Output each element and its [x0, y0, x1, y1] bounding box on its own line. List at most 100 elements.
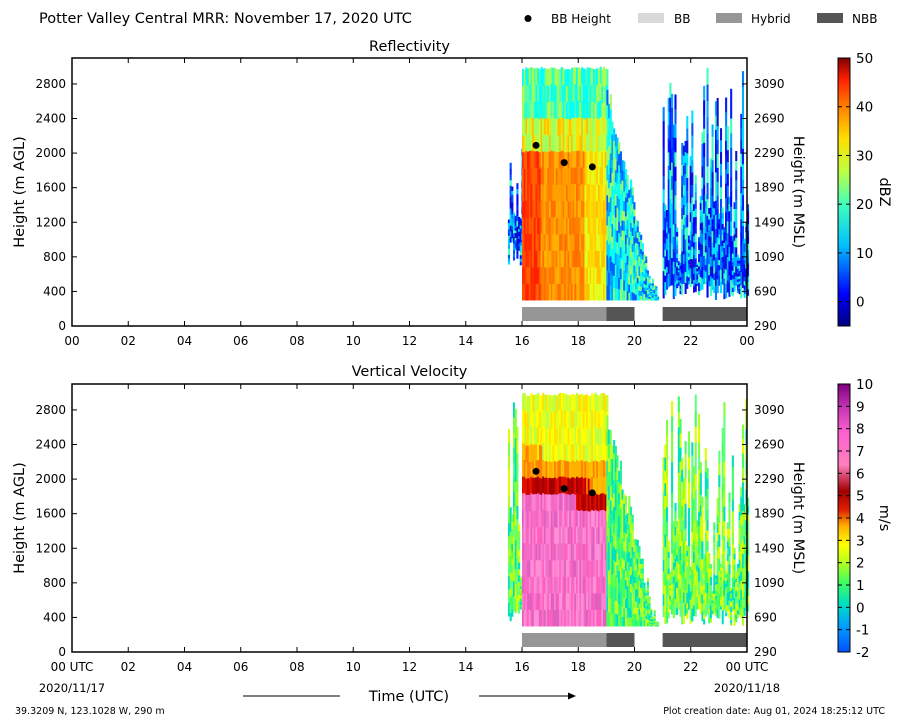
reflectivity-echo-cell	[609, 123, 612, 139]
reflectivity-echo-cell	[716, 97, 719, 113]
reflectivity-echo-cell	[533, 167, 536, 185]
reflectivity-echo-cell	[522, 85, 525, 103]
velocity-echo-cell	[693, 562, 696, 574]
reflectivity-echo-cell	[557, 135, 560, 153]
velocity-echo-cell	[684, 478, 687, 492]
reflectivity-echo-cell	[535, 217, 538, 235]
reflectivity-echo-cell	[594, 118, 597, 136]
reflectivity-echo-cell	[530, 250, 533, 268]
reflectivity-echo-cell	[538, 119, 541, 136]
velocity-echo-cell	[507, 602, 511, 617]
velocity-echo-cell	[650, 624, 653, 627]
velocity-echo-cell	[618, 470, 621, 483]
reflectivity-echo-cell	[507, 248, 511, 252]
reflectivity-echo-cell	[591, 84, 594, 102]
reflectivity-echo-cell	[693, 260, 696, 268]
reflectivity-echo-cell	[592, 168, 595, 185]
velocity-echo-cell	[694, 473, 697, 490]
reflectivity-echo-cell	[576, 217, 579, 235]
velocity-echo-cell	[706, 561, 709, 573]
reflectivity-echo-cell	[645, 268, 648, 273]
reflectivity-echo-cell	[641, 271, 644, 277]
reflectivity-echo-cell	[560, 200, 563, 218]
velocity-echo-cell	[682, 529, 685, 541]
reflectivity-echo-cell	[711, 124, 714, 137]
velocity-echo-cell	[584, 543, 587, 561]
reflectivity-echo-cell	[703, 128, 706, 143]
reflectivity-echo-cell	[507, 251, 511, 255]
velocity-echo-cell	[587, 428, 590, 446]
velocity-echo-cell	[621, 499, 624, 510]
velocity-echo-cell	[569, 412, 572, 430]
reflectivity-echo-cell	[633, 279, 636, 287]
reflectivity-echo-cell	[631, 275, 634, 285]
reflectivity-echo-cell	[569, 135, 572, 153]
reflectivity-ylabel-right: Height (m MSL)	[790, 136, 806, 248]
velocity-echo-cell	[641, 587, 644, 593]
velocity-echo-cell	[650, 611, 653, 613]
velocity-colorbar-tick-label: 1	[856, 578, 865, 594]
reflectivity-echo-cell	[687, 235, 691, 240]
velocity-echo-cell	[721, 553, 724, 569]
velocity-echo-cell	[528, 461, 531, 479]
velocity-echo-cell	[714, 581, 718, 585]
reflectivity-echo-cell	[736, 289, 739, 293]
reflectivity-echo-cell	[681, 240, 684, 252]
reflectivity-echo-cell	[572, 134, 575, 152]
reflectivity-echo-cell	[599, 83, 602, 101]
reflectivity-echo-cell	[616, 160, 619, 173]
reflectivity-echo-cell	[733, 202, 736, 210]
reflectivity-echo-cell	[703, 100, 706, 115]
velocity-echo-cell	[735, 592, 738, 597]
velocity-echo-cell	[672, 576, 675, 584]
reflectivity-echo-cell	[570, 117, 574, 135]
reflectivity-echo-cell	[718, 259, 721, 266]
velocity-echo-cell	[664, 508, 667, 522]
reflectivity-ytick-label: 0	[58, 319, 66, 333]
reflectivity-echo-cell	[741, 225, 745, 242]
velocity-echo-cell	[689, 619, 692, 624]
velocity-echo-cell	[735, 596, 738, 601]
velocity-echo-cell	[549, 460, 552, 478]
reflectivity-echo-cell	[518, 245, 521, 249]
reflectivity-echo-cell	[565, 184, 568, 202]
reflectivity-echo-cell	[509, 168, 512, 175]
reflectivity-echo-cell	[608, 286, 611, 301]
velocity-echo-cell	[693, 498, 696, 510]
velocity-echo-cell	[687, 469, 691, 483]
velocity-echo-cell	[507, 442, 511, 457]
reflectivity-echo-cell	[514, 227, 517, 231]
reflectivity-colorbar-tick-label: 40	[856, 100, 873, 116]
velocity-echo-cell	[709, 605, 712, 611]
reflectivity-echo-cell	[560, 283, 563, 301]
reflectivity-echo-cell	[738, 257, 741, 261]
velocity-echo-cell	[651, 621, 655, 623]
velocity-echo-cell	[684, 553, 687, 566]
reflectivity-echo-cell	[684, 271, 687, 284]
velocity-echo-cell	[687, 596, 691, 610]
reflectivity-echo-cell	[579, 250, 582, 268]
velocity-echo-cell	[686, 592, 689, 599]
reflectivity-echo-cell	[597, 184, 601, 202]
velocity-echo-cell	[730, 622, 733, 626]
velocity-echo-cell	[597, 478, 601, 496]
reflectivity-echo-cell	[596, 134, 599, 152]
velocity-echo-cell	[576, 509, 579, 527]
reflectivity-echo-cell	[689, 156, 692, 166]
velocity-echo-cell	[691, 518, 694, 533]
velocity-echo-cell	[626, 593, 629, 603]
reflectivity-echo-cell	[696, 266, 699, 269]
reflectivity-echo-cell	[597, 134, 601, 152]
reflectivity-echo-cell	[648, 286, 651, 289]
velocity-echo-cell	[747, 530, 750, 539]
reflectivity-echo-cell	[631, 203, 634, 212]
reflectivity-echo-cell	[540, 166, 543, 184]
reflectivity-echo-cell	[509, 230, 512, 237]
velocity-echo-cell	[581, 493, 584, 511]
velocity-echo-cell	[704, 532, 707, 545]
reflectivity-echo-cell	[579, 201, 582, 218]
velocity-echo-cell	[619, 543, 622, 556]
reflectivity-echo-cell	[640, 281, 643, 287]
velocity-echo-cell	[626, 618, 629, 627]
reflectivity-echo-cell	[543, 233, 547, 251]
